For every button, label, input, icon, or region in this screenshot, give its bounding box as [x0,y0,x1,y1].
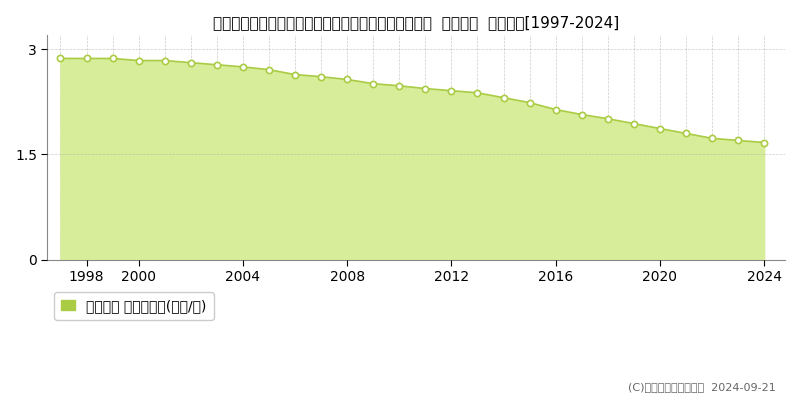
Text: (C)土地価格ドットコム  2024-09-21: (C)土地価格ドットコム 2024-09-21 [628,382,776,392]
Legend: 基準地価 平均坪単価(万円/坪): 基準地価 平均坪単価(万円/坪) [54,292,214,320]
Title: 愛知県北設楽郡東栄町大字振草字古戸磨谷２１番１外  基準地価  地価推移[1997-2024]: 愛知県北設楽郡東栄町大字振草字古戸磨谷２１番１外 基準地価 地価推移[1997-… [213,15,619,30]
